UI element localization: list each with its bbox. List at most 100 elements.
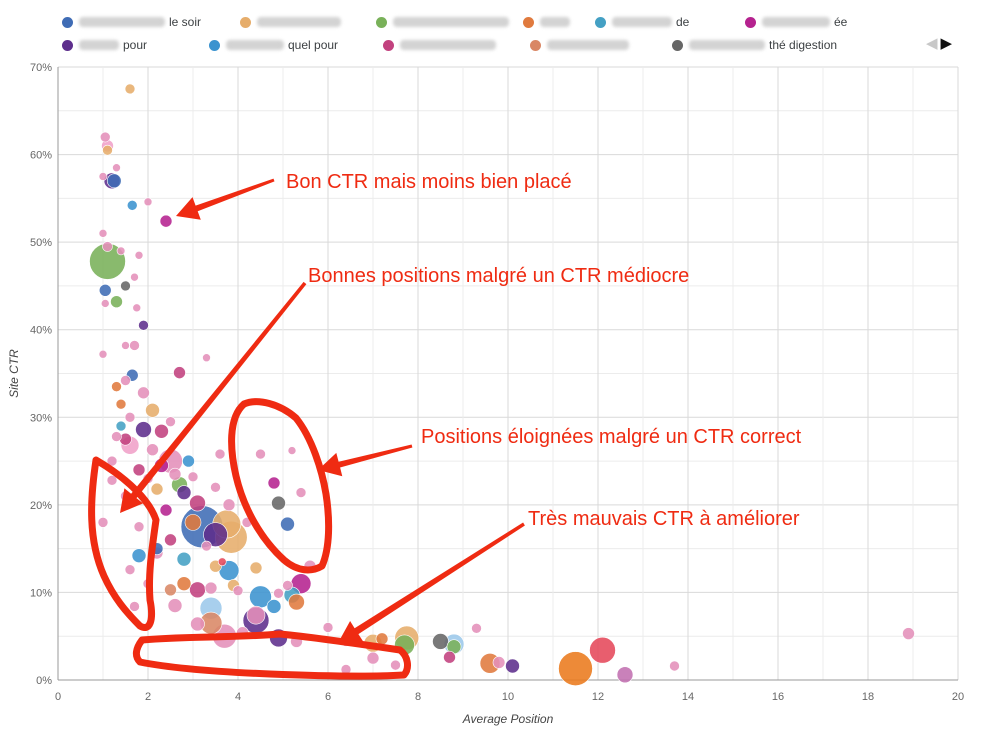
legend-swatch — [383, 39, 394, 51]
data-point — [121, 341, 130, 350]
x-tick-label: 12 — [592, 691, 604, 703]
data-point — [102, 241, 113, 252]
data-point — [132, 463, 146, 477]
legend-next-icon[interactable]: ▶ — [940, 35, 953, 52]
y-tick-label: 50% — [30, 237, 52, 249]
legend-item[interactable] — [530, 37, 633, 53]
legend-item[interactable] — [383, 37, 500, 53]
x-tick-label: 4 — [235, 691, 241, 703]
data-point — [98, 284, 112, 297]
annotation-layer: Bon CTR mais moins bien placé Bonnes posi… — [88, 171, 802, 680]
annotation-label: Positions éloignées malgré un CTR correc… — [421, 426, 802, 448]
data-point — [232, 585, 244, 596]
data-point — [97, 517, 109, 528]
data-point — [116, 246, 126, 256]
annotation-label: Bonnes positions malgré un CTR médiocre — [308, 265, 689, 287]
legend-item[interactable]: thé digestion — [672, 37, 837, 53]
data-point — [217, 557, 227, 567]
x-tick-label: 6 — [325, 691, 331, 703]
x-tick-label: 2 — [145, 691, 151, 703]
data-point — [115, 398, 127, 410]
data-point — [366, 651, 380, 665]
data-point — [266, 599, 282, 614]
data-point — [184, 514, 202, 531]
y-tick-label: 70% — [30, 62, 52, 74]
data-point — [176, 576, 192, 591]
annotation-label: Très mauvais CTR à améliorer — [528, 508, 800, 530]
legend-redacted-text — [547, 40, 629, 50]
x-tick-label: 0 — [55, 691, 61, 703]
data-point — [124, 411, 136, 423]
data-point — [249, 561, 263, 575]
legend-swatch — [672, 39, 683, 51]
data-point — [106, 173, 122, 189]
legend-swatch — [376, 16, 387, 28]
data-point — [133, 521, 145, 533]
data-point — [159, 503, 173, 517]
data-point — [167, 598, 183, 613]
legend-prev-icon[interactable]: ◀ — [926, 35, 938, 52]
annotation-label: Bon CTR mais moins bien placé — [286, 171, 572, 193]
data-point — [214, 448, 226, 460]
legend-redacted-text — [257, 17, 341, 27]
data-point — [246, 605, 266, 625]
data-point — [505, 658, 520, 674]
data-point — [102, 144, 113, 156]
data-point — [273, 588, 284, 599]
chart-grid — [57, 66, 959, 681]
legend-redacted-text — [79, 40, 119, 50]
legend-item[interactable]: de — [595, 14, 689, 30]
legend-item[interactable] — [376, 14, 513, 30]
data-point — [443, 650, 456, 664]
legend-item[interactable] — [240, 14, 345, 30]
data-point — [187, 471, 199, 483]
data-point — [168, 467, 182, 481]
data-point — [210, 482, 221, 493]
x-tick-label: 10 — [502, 691, 514, 703]
legend-item[interactable]: pour — [62, 37, 147, 53]
legend-swatch — [209, 39, 220, 51]
legend-swatch — [62, 16, 73, 28]
data-point — [203, 522, 228, 547]
data-point — [120, 280, 131, 292]
data-point — [130, 272, 139, 282]
data-point — [222, 498, 236, 512]
legend-redacted-text — [762, 17, 830, 27]
data-point — [100, 299, 110, 308]
data-point — [115, 420, 127, 432]
legend-item[interactable]: ée — [745, 14, 847, 30]
data-point — [111, 431, 122, 442]
y-tick-label: 10% — [30, 587, 52, 599]
data-point — [282, 580, 293, 591]
data-point — [558, 651, 593, 686]
legend-item[interactable]: le soir — [62, 14, 201, 30]
annotation-arrow — [318, 444, 413, 477]
data-point — [111, 381, 122, 392]
data-point — [176, 551, 192, 567]
data-point — [288, 593, 305, 611]
data-point — [255, 448, 266, 460]
data-point — [669, 660, 680, 672]
data-point — [120, 375, 131, 386]
data-point — [143, 197, 153, 207]
data-point — [154, 423, 169, 439]
data-point — [267, 476, 281, 490]
legend-pager[interactable]: ◀ ▶ — [926, 34, 952, 52]
data-point — [138, 320, 149, 331]
data-point — [112, 163, 121, 173]
legend-swatch — [530, 39, 541, 51]
legend-redacted-text — [79, 17, 165, 27]
annotation-arrow — [338, 522, 525, 643]
data-point — [280, 516, 295, 532]
legend-swatch — [523, 16, 534, 28]
legend-item[interactable] — [523, 14, 574, 30]
data-point — [124, 83, 136, 95]
data-point — [271, 495, 286, 511]
y-tick-label: 20% — [30, 500, 52, 512]
legend-label: de — [676, 15, 690, 29]
legend-item[interactable]: quel pour — [209, 37, 338, 53]
legend-swatch — [240, 16, 251, 28]
data-point — [295, 487, 307, 498]
annotation-outline-left — [88, 456, 160, 631]
